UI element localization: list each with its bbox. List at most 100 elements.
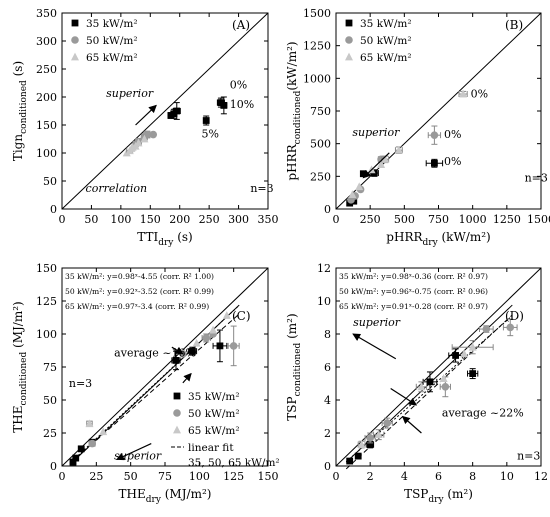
legend-marker xyxy=(173,425,181,434)
chart-panel-4: 0 2 4 6 8 10 12 0 2 4 6 8 10 12 35 kW/m²: y=0.98ˣ-0.36… xyxy=(285,262,548,505)
y-tick-label: 1250 xyxy=(303,40,331,53)
annotation-text: n=3 xyxy=(250,182,273,195)
x-tick-label: 100 xyxy=(110,213,131,226)
data-point-circle xyxy=(441,383,450,391)
x-tick-label: 6 xyxy=(435,470,442,483)
y-tick-label: 1000 xyxy=(303,72,331,85)
x-tick-label: 1500 xyxy=(527,213,550,226)
data-point-triangle xyxy=(355,182,364,191)
annotation-text: 0% xyxy=(230,79,247,92)
legend-label: 65 kW/m² xyxy=(360,52,412,64)
x-tick-label: 150 xyxy=(258,470,279,483)
y-tick-label: 1500 xyxy=(303,7,331,20)
data-point-square xyxy=(452,352,459,359)
legend-label: 35, 50, 65 kW/m² xyxy=(188,457,280,469)
x-tick-label: 750 xyxy=(428,213,449,226)
y-tick-label: 4 xyxy=(324,394,331,407)
x-tick-label: 8 xyxy=(469,470,476,483)
y-tick-label: 350 xyxy=(36,7,57,20)
y-tick-label: 0 xyxy=(324,203,331,216)
data-point-circle xyxy=(383,419,392,427)
annotation-text: 10% xyxy=(230,98,254,111)
y-tick-label: 100 xyxy=(36,328,57,341)
data-point-triangle xyxy=(99,427,108,436)
x-tick-label: 0 xyxy=(59,213,66,226)
x-tick-label: 150 xyxy=(140,213,161,226)
x-tick-label: 0 xyxy=(333,213,340,226)
y-tick-label: 10 xyxy=(317,295,331,308)
x-tick-label: 250 xyxy=(360,213,381,226)
data-point-square xyxy=(216,342,224,350)
annotation-arrow xyxy=(352,333,397,360)
x-tick-label: 50 xyxy=(124,470,138,483)
legend-label: 65 kW/m² xyxy=(188,425,240,437)
data-point-square xyxy=(431,159,438,167)
y-tick-label: 125 xyxy=(36,295,57,308)
x-tick-label: 25 xyxy=(89,470,103,483)
y-tick-label: 6 xyxy=(324,361,331,374)
data-point-square xyxy=(366,441,374,448)
fit-equation: 50 kW/m²: y=0.92ˣ-3.52 (corr. R² 0.99) xyxy=(65,287,214,296)
y-tick-label: 500 xyxy=(310,138,331,151)
fit-equation: 50 kW/m²: y=0.96ˣ-0.75 (corr. R² 0.96) xyxy=(339,287,488,296)
x-axis-label: TTIdry (s) xyxy=(137,230,192,248)
x-tick-label: 4 xyxy=(401,470,408,483)
y-tick-label: 75 xyxy=(43,361,57,374)
data-point-circle xyxy=(149,130,158,139)
annotation-text: average ~22% xyxy=(442,407,524,420)
data-point-square xyxy=(189,347,196,355)
y-tick-label: 150 xyxy=(36,119,57,132)
data-point-triangle xyxy=(459,89,468,98)
y-tick-label: 12 xyxy=(317,262,331,275)
legend-marker xyxy=(345,19,353,27)
x-tick-label: 10 xyxy=(500,470,514,483)
plot-frame xyxy=(61,12,269,210)
legend-label: 50 kW/m² xyxy=(188,408,240,420)
x-tick-label: 75 xyxy=(158,470,172,483)
data-point-square xyxy=(202,117,210,124)
fit-equation: 35 kW/m²: y=0.98ˣ-4.55 (corr. R² 1.00) xyxy=(65,272,214,281)
annotation-arrow xyxy=(135,104,157,126)
data-point-triangle xyxy=(377,160,386,168)
data-point-square xyxy=(173,107,181,115)
data-point-triangle xyxy=(348,190,357,199)
data-point-triangle xyxy=(140,134,149,143)
data-point-square xyxy=(426,378,434,386)
legend-marker xyxy=(71,52,79,61)
y-tick-label: 50 xyxy=(43,394,57,407)
y-axis-label: pHRRconditioned(kW/m²) xyxy=(285,41,303,180)
y-tick-label: 100 xyxy=(36,147,57,160)
y-tick-label: 150 xyxy=(36,262,57,275)
x-tick-label: 0 xyxy=(333,470,340,483)
chart-panel-3: 0 25 50 75 100 125 150 0 25 50 75 100 125 150 35 kW/m²… xyxy=(11,262,280,505)
legend-label: 35 kW/m² xyxy=(188,391,240,403)
annotation-text: 0% xyxy=(471,87,488,100)
data-point-circle xyxy=(482,325,491,333)
annotation-text: n=3 xyxy=(525,172,548,185)
panel-label: (C) xyxy=(232,309,251,323)
annotation-text: superior xyxy=(106,87,154,100)
panel-label: (B) xyxy=(505,18,523,32)
legend-label: 35 kW/m² xyxy=(360,18,412,30)
annotation-text: superior xyxy=(353,316,401,329)
data-point-triangle xyxy=(222,311,231,319)
legend-marker xyxy=(71,36,79,44)
annotation-text: superior xyxy=(114,449,162,462)
y-tick-label: 0 xyxy=(50,460,57,473)
annotation-text: 0% xyxy=(444,155,461,168)
x-tick-label: 50 xyxy=(84,213,98,226)
data-point-triangle xyxy=(192,338,201,347)
y-tick-label: 300 xyxy=(36,35,57,48)
fit-equation: 65 kW/m²: y=0.97ˣ-3.4 (corr. R² 0.99) xyxy=(65,302,209,311)
annotation-arrow xyxy=(182,372,192,384)
y-axis-label: THEconditioned (MJ/m²) xyxy=(11,301,29,432)
panel-label: (A) xyxy=(232,18,250,32)
data-point-triangle xyxy=(394,145,403,154)
data-point-circle xyxy=(202,334,210,342)
annotation-arrow xyxy=(362,152,390,179)
data-point-circle xyxy=(430,131,439,139)
annotation-arrow xyxy=(390,387,418,406)
data-point-triangle xyxy=(439,374,448,382)
legend-marker xyxy=(345,36,353,44)
